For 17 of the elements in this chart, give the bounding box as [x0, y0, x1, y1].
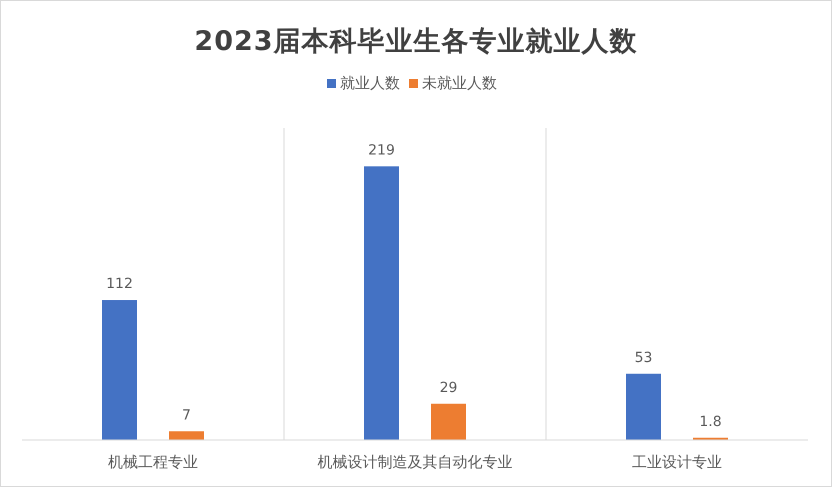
x-tick-label: 机械设计制造及其自动化专业	[318, 453, 512, 471]
bar	[102, 300, 137, 440]
data-label: 7	[182, 407, 191, 424]
chart-title: 2023届本科毕业生各专业就业人数	[194, 26, 638, 57]
data-label: 29	[440, 380, 458, 396]
bar	[364, 166, 399, 440]
legend-label: 就业人数	[340, 74, 400, 92]
x-tick-label: 机械工程专业	[108, 453, 198, 471]
x-tick-label: 工业设计专业	[632, 453, 722, 471]
bar	[431, 404, 466, 440]
legend-label: 未就业人数	[422, 74, 497, 92]
data-label: 219	[368, 142, 395, 158]
data-label: 1.8	[699, 414, 722, 430]
data-label: 112	[106, 276, 133, 292]
data-label: 53	[634, 350, 652, 366]
bar	[626, 374, 661, 440]
bar	[169, 431, 204, 440]
